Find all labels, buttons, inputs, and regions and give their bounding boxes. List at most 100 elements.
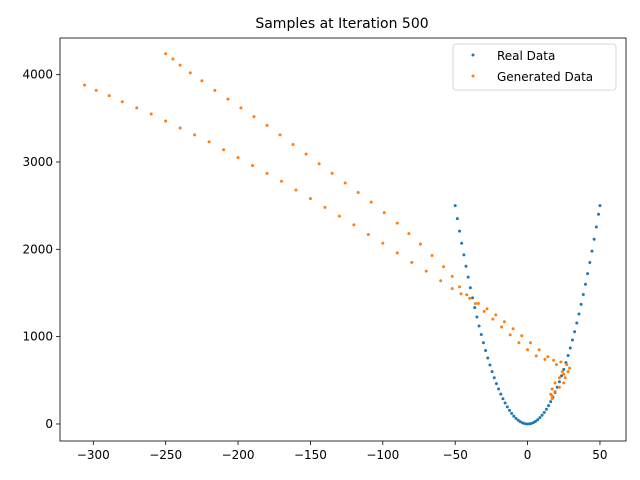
data-point <box>343 181 347 185</box>
data-point <box>466 275 470 279</box>
data-point <box>164 119 168 123</box>
data-point <box>568 366 572 370</box>
data-point <box>575 321 579 325</box>
data-point <box>579 302 583 306</box>
data-point <box>473 306 477 310</box>
data-point <box>278 133 282 137</box>
data-point <box>94 88 98 92</box>
data-point <box>537 348 541 352</box>
data-point <box>460 241 464 245</box>
x-tick-label: 50 <box>592 448 607 462</box>
data-point <box>534 419 538 423</box>
data-point <box>382 211 386 215</box>
series-2 <box>83 52 572 401</box>
y-tick-label: 4000 <box>22 68 53 82</box>
data-point <box>465 293 469 297</box>
data-point <box>598 204 602 208</box>
data-point <box>511 327 515 331</box>
data-point <box>538 416 542 420</box>
data-point <box>468 286 472 290</box>
data-point <box>294 188 298 192</box>
data-point <box>135 106 139 110</box>
data-point <box>555 363 559 367</box>
data-point <box>528 341 532 345</box>
y-tick-label: 1000 <box>22 330 53 344</box>
x-tick-label: −50 <box>443 448 468 462</box>
y-tick-label: 0 <box>45 417 53 431</box>
legend: Real Data Generated Data <box>452 43 617 91</box>
legend-marker <box>471 53 475 57</box>
data-point <box>352 223 356 227</box>
data-point <box>557 380 561 384</box>
data-point <box>543 357 547 361</box>
data-point <box>450 274 454 278</box>
data-point <box>557 376 561 380</box>
data-point <box>516 418 520 422</box>
y-tick-label: 2000 <box>22 242 53 256</box>
data-point <box>486 356 490 360</box>
data-point <box>252 115 256 119</box>
data-point <box>592 237 596 241</box>
data-point <box>573 330 577 334</box>
legend-box <box>452 43 617 91</box>
data-point <box>536 418 540 422</box>
data-point <box>458 229 462 233</box>
data-point <box>468 296 472 300</box>
data-point <box>462 253 466 257</box>
data-point <box>499 392 503 396</box>
data-point <box>473 301 477 305</box>
data-point <box>337 214 341 218</box>
data-point <box>484 349 488 353</box>
data-point <box>560 374 564 378</box>
data-point <box>497 387 501 391</box>
data-point <box>542 410 546 414</box>
data-point <box>430 253 434 257</box>
data-point <box>508 333 512 337</box>
data-point <box>226 97 230 101</box>
data-point <box>188 71 192 75</box>
data-point <box>369 200 373 204</box>
data-point <box>488 363 492 367</box>
data-point <box>520 334 524 338</box>
data-point <box>475 315 479 319</box>
data-point <box>566 370 570 374</box>
x-tick-label: −200 <box>222 448 255 462</box>
data-point <box>540 413 544 417</box>
data-point <box>213 88 217 92</box>
data-point <box>200 79 204 83</box>
data-point <box>577 312 581 316</box>
data-point <box>479 333 483 337</box>
y-tick-label: 3000 <box>22 155 53 169</box>
x-tick-label: −100 <box>366 448 399 462</box>
data-point <box>442 265 446 269</box>
data-point <box>590 249 594 253</box>
data-point <box>525 422 529 426</box>
data-point <box>107 94 111 98</box>
data-point <box>291 143 295 147</box>
data-point <box>450 287 454 291</box>
data-point <box>583 282 587 286</box>
data-point <box>510 411 514 415</box>
axes-frame <box>59 37 627 442</box>
data-point <box>514 416 518 420</box>
data-point <box>570 338 574 342</box>
data-point <box>490 370 494 374</box>
data-point <box>366 232 370 236</box>
data-point <box>557 385 561 389</box>
data-point <box>356 191 360 195</box>
data-point <box>476 301 480 305</box>
data-point <box>563 376 567 380</box>
data-point <box>236 156 240 160</box>
data-point <box>491 317 495 321</box>
x-tick-label: −300 <box>77 448 110 462</box>
data-point <box>149 112 153 116</box>
data-point <box>395 221 399 225</box>
data-point <box>193 133 197 137</box>
data-point <box>494 382 498 386</box>
data-point <box>485 307 489 311</box>
data-point <box>562 381 566 385</box>
data-point <box>581 293 585 297</box>
axes: −300 −250 −200 −150 −100 −50 0 5001000200030004… <box>22 37 627 462</box>
data-point <box>566 354 570 358</box>
